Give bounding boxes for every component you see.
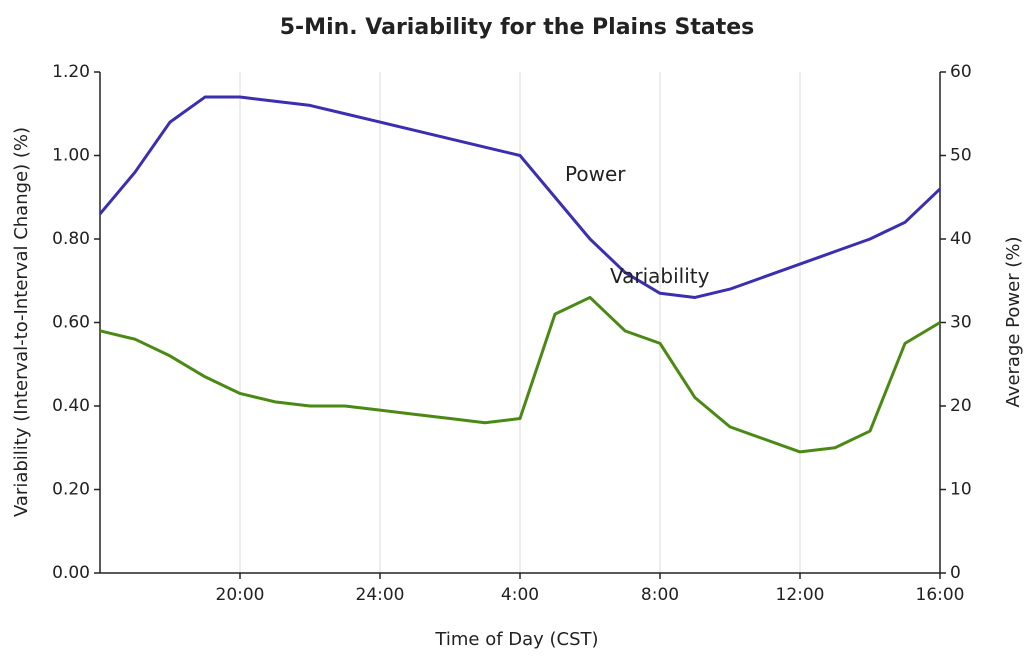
y-tick-label: 0.00 [52, 563, 90, 583]
y-tick-label: 1.00 [52, 146, 90, 166]
x-tick-label: 4:00 [501, 585, 539, 605]
x-tick-label: 12:00 [776, 585, 825, 605]
x-axis-label: Time of Day (CST) [434, 629, 598, 650]
x-tick-label: 8:00 [641, 585, 679, 605]
y-tick-label: 0.40 [52, 396, 90, 416]
y-tick-label: 0.80 [52, 229, 90, 249]
annotation: Power [565, 162, 626, 186]
y2-tick-label: 10 [950, 480, 972, 500]
x-tick-label: 24:00 [356, 585, 405, 605]
series-line [99, 295, 941, 454]
chart-title: 5-Min. Variability for the Plains States [280, 15, 755, 40]
y-axis-label: Variability (Interval-to-Interval Change… [11, 127, 32, 517]
x-tick-label: 20:00 [216, 585, 265, 605]
y2-tick-label: 50 [950, 146, 972, 166]
x-tick-label: 16:00 [916, 585, 965, 605]
y2-tick-label: 20 [950, 396, 972, 416]
annotation: Variability [610, 264, 710, 288]
series-line [98, 95, 942, 299]
y2-tick-label: 0 [950, 563, 961, 583]
y-tick-label: 0.60 [52, 313, 90, 333]
y2-axis-label: Average Power (%) [1003, 237, 1024, 408]
y2-tick-label: 60 [950, 62, 972, 82]
y2-tick-label: 40 [950, 229, 972, 249]
y-tick-label: 1.20 [52, 62, 90, 82]
y-tick-label: 0.20 [52, 480, 90, 500]
y2-tick-label: 30 [950, 313, 972, 333]
